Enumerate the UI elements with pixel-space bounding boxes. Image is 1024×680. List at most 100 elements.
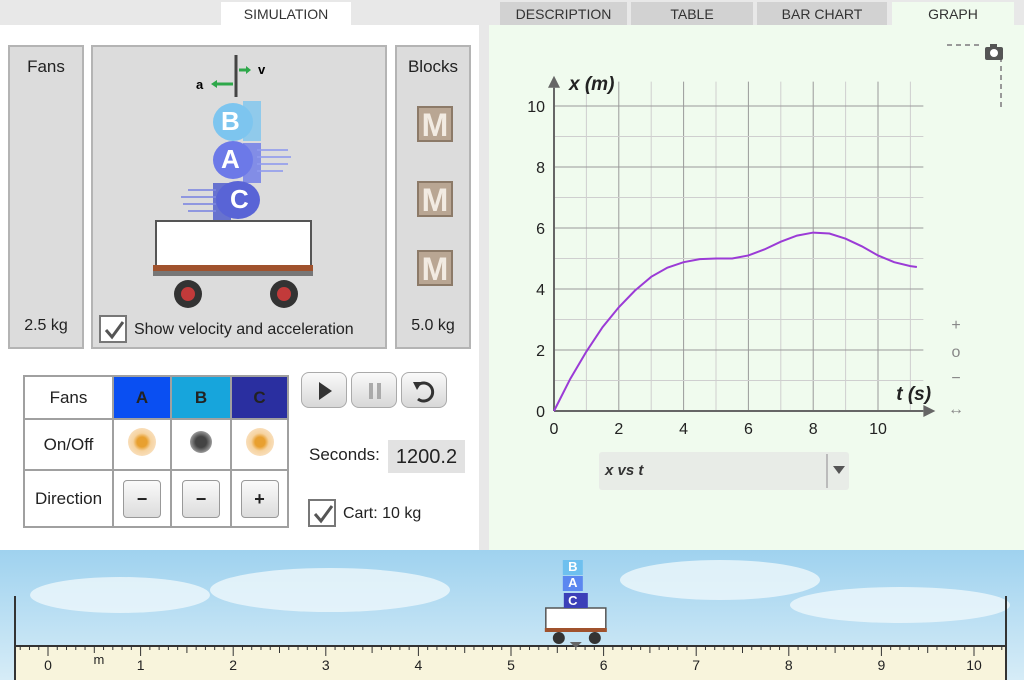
cart-checkbox[interactable]: [308, 499, 336, 527]
tab-bar-chart[interactable]: BAR CHART: [757, 2, 887, 25]
x-tick-label: 0: [550, 421, 559, 438]
tab-table[interactable]: TABLE: [631, 2, 753, 25]
y-axis-label: x (m): [568, 74, 614, 95]
fan-table: Fans A B C On/Off Direction − − +: [23, 375, 289, 528]
fan-b-letter: B: [221, 106, 240, 136]
y-axis-arrow: [548, 75, 560, 88]
fan-a-header: A: [112, 375, 172, 420]
reset-button[interactable]: [401, 372, 447, 408]
onoff-label: On/Off: [23, 418, 114, 471]
simulation-panel: Fans 2.5 kg: [0, 25, 479, 550]
seconds-label: Seconds:: [309, 445, 380, 464]
show-vectors-checkbox[interactable]: [99, 315, 127, 343]
ruler-label: 5: [507, 657, 515, 673]
pan-button[interactable]: ↔: [948, 401, 964, 418]
fan-b-toggle[interactable]: [190, 431, 212, 453]
block-3[interactable]: M: [417, 250, 453, 286]
mini-fan-letter: C: [568, 593, 578, 608]
fan-a-direction-button[interactable]: −: [123, 479, 161, 518]
mini-cart[interactable]: BAC: [544, 559, 607, 644]
cloud: [620, 560, 820, 600]
block-2[interactable]: M: [417, 181, 453, 217]
x-tick-label: 6: [744, 421, 753, 438]
cart-position-marker: [569, 642, 582, 648]
ruler-label: 7: [692, 657, 700, 673]
mini-cart-wheel: [588, 632, 601, 644]
chevron-down-icon: [826, 454, 845, 488]
fan-c-direction-button[interactable]: +: [240, 479, 279, 518]
dropdown-label: x vs t: [605, 462, 644, 479]
tab-simulation[interactable]: SIMULATION: [221, 2, 351, 25]
x-axis-arrow: [923, 405, 936, 417]
y-tick-label: 4: [536, 282, 545, 299]
velocity-label: v: [258, 62, 266, 77]
fan-table-header-label: Fans: [23, 375, 114, 420]
x-tick-label: 10: [869, 421, 887, 438]
ruler-label: 9: [878, 657, 886, 673]
blocks-column: Blocks M M M 5.0 kg: [395, 45, 471, 349]
mini-fan-c: [563, 593, 588, 608]
fans-mass: 2.5 kg: [24, 317, 68, 334]
cloud: [210, 568, 450, 612]
camera-icon[interactable]: [982, 42, 1006, 62]
fan-a-letter: A: [221, 144, 240, 174]
blocks-mass: 5.0 kg: [411, 317, 455, 334]
x-tick-label: 8: [809, 421, 818, 438]
track-scene: 0 1 2 3 4 5 6 7 8 9 10 m BAC: [0, 550, 1024, 680]
zoom-in-button[interactable]: +: [951, 317, 961, 334]
position-series-line: [553, 231, 918, 412]
x-tick-label: 2: [614, 421, 623, 438]
x-tick-label: 4: [679, 421, 688, 438]
ruler-label: 1: [137, 657, 145, 673]
tab-bar: SIMULATION DESCRIPTION TABLE BAR CHART G…: [0, 0, 1024, 25]
x-axis-label: t (s): [896, 384, 931, 405]
position-graph: 0 2 4 6 8 10 0 2 4 6 8 10 t (s) x (m): [527, 44, 1002, 438]
acceleration-label: a: [196, 77, 204, 92]
pause-button[interactable]: [351, 372, 397, 408]
cart-stage: a v B A C Show velocity and acceleration: [91, 45, 387, 349]
fan-c-header: C: [230, 375, 289, 420]
mini-fan-b: [562, 560, 583, 575]
ruler-body: [14, 646, 1006, 680]
y-tick-label: 2: [536, 343, 545, 360]
fan-c-toggle[interactable]: [245, 428, 274, 456]
y-tick-label: 8: [536, 160, 545, 177]
ruler-label: 3: [322, 657, 330, 673]
play-button[interactable]: [301, 372, 347, 408]
graph-tool-guide: [947, 44, 1002, 109]
ruler-label: 4: [415, 657, 423, 673]
cloud: [790, 587, 1010, 623]
cart-stage-art: [153, 55, 313, 308]
tab-graph[interactable]: GRAPH: [892, 2, 1014, 25]
zoom-out-button[interactable]: −: [951, 370, 961, 387]
pause-icon: [369, 383, 381, 399]
mini-cart-deck: [544, 628, 607, 632]
ruler-label: 6: [600, 657, 608, 673]
blocks-label: Blocks: [407, 57, 459, 76]
mini-fan-letter: A: [568, 575, 578, 590]
reset-icon: [413, 381, 435, 403]
graph-type-dropdown[interactable]: x vs t: [599, 452, 849, 490]
show-vectors-label: Show velocity and acceleration: [134, 321, 354, 338]
tab-description[interactable]: DESCRIPTION: [500, 2, 627, 25]
ruler-label: 2: [229, 657, 237, 673]
block-1[interactable]: M: [417, 106, 453, 142]
fans-column: Fans 2.5 kg: [8, 45, 84, 349]
y-tick-label: 0: [536, 404, 545, 421]
ruler-label: 0: [44, 657, 52, 673]
y-tick-label: 10: [527, 99, 545, 116]
y-tick-label: 6: [536, 221, 545, 238]
cloud: [30, 577, 210, 613]
graph-panel: 0 2 4 6 8 10 0 2 4 6 8 10 t (s) x (m) + o − ↔ x vs t: [489, 25, 1024, 550]
mini-fan-a: [562, 576, 583, 591]
mini-fan-letter: B: [568, 559, 577, 574]
direction-label: Direction: [23, 469, 114, 528]
fans-label: Fans: [27, 57, 65, 76]
mini-cart-body: [545, 607, 607, 632]
fan-b-direction-button[interactable]: −: [182, 479, 220, 518]
fan-a-toggle[interactable]: [128, 428, 156, 456]
mini-cart-wheel: [552, 632, 565, 644]
fan-c-letter: C: [230, 184, 249, 214]
cart-label: Cart: 10 kg: [343, 505, 422, 522]
zoom-reset-button[interactable]: o: [951, 344, 961, 361]
